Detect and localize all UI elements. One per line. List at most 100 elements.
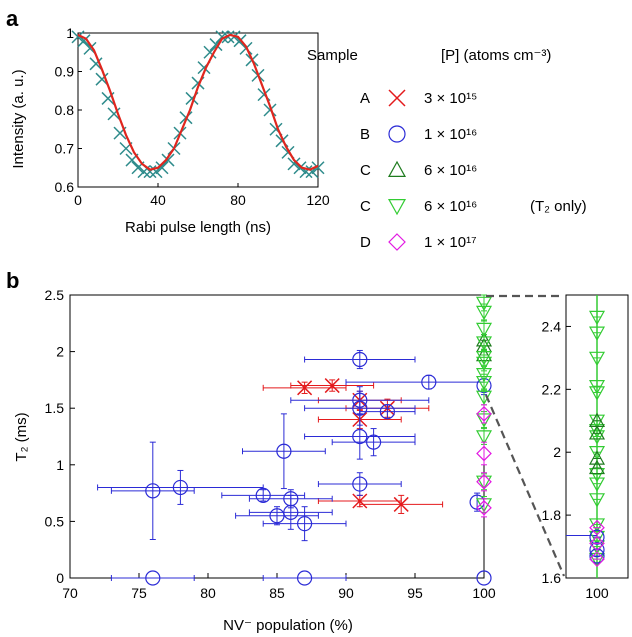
panel-b-inset-chart: 100 1.6 1.8 2 2.2 2.4 xyxy=(542,294,629,601)
panel-a-xtick-label: 40 xyxy=(150,192,166,208)
panel-b-data-point xyxy=(475,356,493,372)
inset-data-point xyxy=(588,446,606,461)
panel-b-xtick-label: 100 xyxy=(472,585,496,601)
panel-b-data-point xyxy=(476,570,492,586)
panel-a-ytick-label: 0.8 xyxy=(55,102,75,118)
inset-data-point xyxy=(588,386,606,401)
panel-a-ytick-label: 0.7 xyxy=(55,141,75,157)
panel-b-data-point xyxy=(476,499,492,516)
panel-b-xtick-label: 95 xyxy=(407,585,423,601)
panel-b-data-point xyxy=(352,476,368,492)
panel-b-data-point xyxy=(475,305,493,321)
panel-b-data-point xyxy=(475,375,493,391)
zoom-line-bottom xyxy=(484,394,566,577)
inset-data-point xyxy=(588,326,606,341)
panel-b-xlabel: NV⁻ population (%) xyxy=(223,617,353,634)
legend-sample-label: C xyxy=(360,198,371,215)
panel-b-data-point xyxy=(393,496,409,512)
legend-row: C 6 × 10¹⁶ (T₂ only) xyxy=(360,198,587,216)
panel-a-xtick-label: 120 xyxy=(306,192,330,208)
panel-b-errorbar xyxy=(481,441,487,466)
legend-marker xyxy=(387,160,407,177)
panel-b-data-point xyxy=(255,487,271,503)
zoom-connector-lines xyxy=(484,294,566,577)
panel-b-data-point xyxy=(276,443,292,459)
panel-b-ytick-label: 2 xyxy=(56,344,64,360)
panel-a-data-point xyxy=(161,153,175,167)
panel-label-b: b xyxy=(6,268,19,293)
panel-b-data-point xyxy=(283,504,299,520)
legend-row: D 1 × 10¹⁷ xyxy=(360,233,477,251)
panel-a-xtick-label: 0 xyxy=(74,192,82,208)
panel-a-data-point xyxy=(107,107,121,121)
panel-b-data-point xyxy=(475,368,493,383)
panel-b-xtick-label: 85 xyxy=(269,585,285,601)
panel-b-ytick-label: 1 xyxy=(56,457,64,473)
panel-a-axes-box xyxy=(77,32,319,188)
panel-b-data-point xyxy=(475,351,493,366)
panel-b-errorbar xyxy=(110,575,195,581)
inset-ytick-label: 2.2 xyxy=(542,381,562,397)
panel-b-data-point xyxy=(475,336,493,351)
panel-b-data-point xyxy=(297,380,313,396)
panel-b-data-point xyxy=(379,403,395,420)
legend-row: A 3 × 10¹⁵ xyxy=(360,89,477,107)
panel-b-data-point xyxy=(476,473,492,490)
panel-a-data-point xyxy=(149,165,163,179)
legend-sample-label: B xyxy=(360,126,370,143)
inset-data-point xyxy=(588,351,606,367)
panel-a-data-point xyxy=(71,30,85,44)
legend-marker xyxy=(388,89,406,107)
panel-b-errorbar xyxy=(242,413,326,490)
panel-b-data-point xyxy=(476,406,492,422)
panel-b-data-point xyxy=(145,483,161,499)
panel-label-a: a xyxy=(6,6,19,31)
panel-a-ytick-label: 1 xyxy=(66,25,74,41)
inset-data-point xyxy=(588,468,606,483)
panel-a-ytick-label: 0.6 xyxy=(55,179,75,195)
panel-b-data-point xyxy=(172,479,188,496)
inset-data-point xyxy=(588,552,606,568)
panel-a-xtick-label: 80 xyxy=(230,192,246,208)
legend-header-sample: Sample xyxy=(307,47,358,64)
panel-b-data-point xyxy=(421,374,437,390)
legend: Sample [P] (atoms cm⁻³) A 3 × 10¹⁵ B 1 × 10… xyxy=(307,47,587,251)
inset-ytick-label: 1.8 xyxy=(542,507,562,523)
inset-data-point xyxy=(588,493,606,508)
panel-b-data-point xyxy=(324,378,340,394)
inset-ytick-label: 2.4 xyxy=(542,318,562,334)
panel-b-ylabel: T₂ (ms) xyxy=(13,412,30,461)
legend-marker xyxy=(388,125,406,143)
panel-b-data-point xyxy=(366,434,382,450)
panel-b-errorbar xyxy=(304,413,416,460)
inset-data-point xyxy=(588,425,606,440)
legend-concentration: 1 × 10¹⁶ xyxy=(424,126,477,143)
legend-sample-label: C xyxy=(360,162,371,179)
panel-a-chart: 0 40 80 120 0.6 0.7 0.8 0.9 1 xyxy=(55,25,330,208)
panel-b-ytick-label: 0 xyxy=(56,570,64,586)
panel-b-errorbar xyxy=(481,472,487,492)
panel-b-data-point xyxy=(475,322,493,338)
inset-data-point xyxy=(588,450,606,465)
panel-b-errorbar xyxy=(304,349,416,370)
panel-b-data-point xyxy=(269,508,285,524)
panel-a-data-point xyxy=(311,161,325,175)
panel-a-xlabel: Rabi pulse length (ns) xyxy=(125,219,271,236)
panel-a-data-point xyxy=(287,157,301,171)
panel-a-ytick-label: 0.9 xyxy=(55,64,75,80)
inset-data-point xyxy=(589,542,605,558)
legend-concentration: 3 × 10¹⁵ xyxy=(424,90,477,107)
legend-concentration: 6 × 10¹⁶ xyxy=(424,198,477,215)
panel-b-errorbar xyxy=(345,374,485,390)
panel-b-errorbar xyxy=(262,506,347,542)
inset-data-point xyxy=(588,518,606,533)
panel-a-data-point xyxy=(215,30,229,44)
legend-row: C 6 × 10¹⁶ xyxy=(360,160,477,179)
panel-b-data-point xyxy=(297,570,313,586)
panel-a-data-point xyxy=(155,161,169,175)
panel-b-data-point xyxy=(475,430,493,445)
panel-b-errorbar xyxy=(235,506,319,526)
panel-b-errorbar xyxy=(481,498,487,518)
legend-marker xyxy=(388,233,406,251)
panel-b-xtick-label: 90 xyxy=(338,585,354,601)
